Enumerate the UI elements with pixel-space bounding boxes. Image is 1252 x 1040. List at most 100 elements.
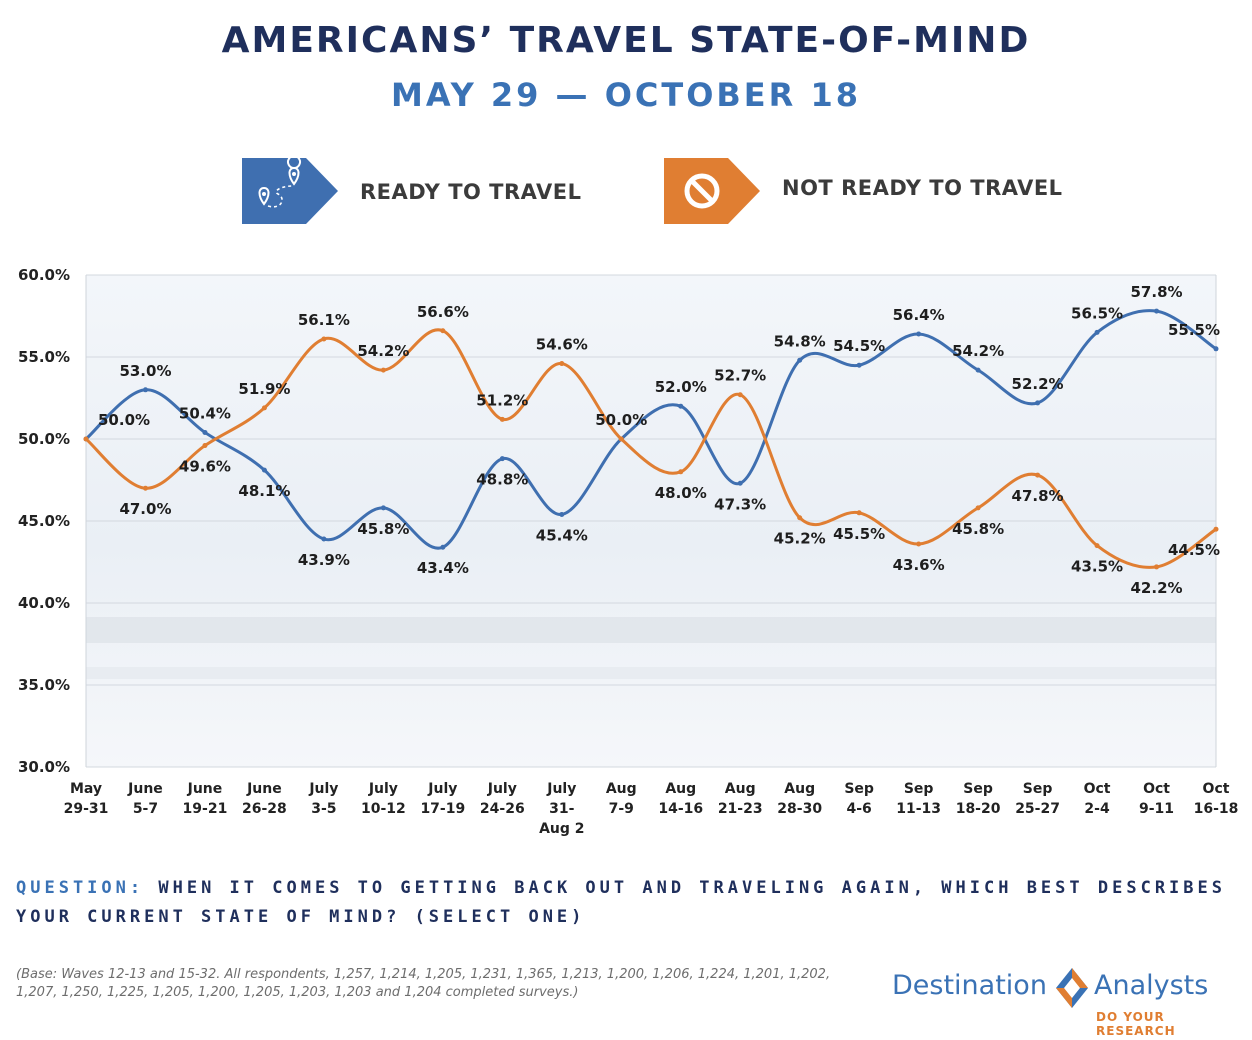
x-tick-label: May 29-31: [64, 781, 109, 817]
series-not-ready-to-travel-point: [975, 505, 981, 511]
data-label: 47.8%: [1012, 487, 1064, 505]
x-tick-label: Aug 28-30: [777, 781, 822, 817]
y-tick-label: 45.0%: [18, 512, 70, 530]
no-entry-icon: [684, 173, 720, 209]
data-label: 53.0%: [119, 362, 171, 380]
series-not-ready-to-travel-point: [440, 328, 446, 334]
logo-word-destination: Destination: [892, 970, 1047, 1001]
question-text: WHEN IT COMES TO GETTING BACK OUT AND TR…: [16, 878, 1226, 927]
data-label: 54.2%: [952, 342, 1004, 360]
x-tick-label: June 26-28: [242, 781, 287, 817]
legend-ready-label: READY TO TRAVEL: [360, 180, 582, 204]
data-label: 55.5%: [1168, 321, 1220, 339]
series-ready-to-travel-point: [380, 505, 386, 511]
series-not-ready-to-travel-point: [1094, 543, 1100, 549]
x-tick-label: Aug 21-23: [718, 781, 763, 817]
data-label: 54.6%: [536, 336, 588, 354]
logo-word-analysts: Analysts: [1094, 970, 1209, 1001]
data-label: 45.5%: [833, 525, 885, 543]
diamond-logo-icon: [1056, 968, 1088, 1008]
data-label: 57.8%: [1131, 283, 1183, 301]
data-label: 43.5%: [1071, 558, 1123, 576]
legend-not-ready-badge: [664, 158, 760, 224]
data-label: 47.0%: [119, 500, 171, 518]
data-label: 44.5%: [1168, 541, 1220, 559]
series-not-ready-to-travel-point: [916, 541, 922, 547]
legend-not-ready-label: NOT READY TO TRAVEL: [782, 176, 1063, 200]
data-label: 48.1%: [238, 482, 290, 500]
series-ready-to-travel-point: [202, 429, 208, 435]
series-ready-to-travel-point: [797, 357, 803, 363]
series-ready-to-travel-point: [559, 511, 565, 517]
series-ready-to-travel-point: [916, 331, 922, 337]
line-chart: 30.0% 35.0% 40.0% 45.0% 50.0% 55.0% 60.0% May 2…: [18, 266, 1239, 837]
series-ready-to-travel-point: [1094, 329, 1100, 335]
y-tick-label: 35.0%: [18, 676, 70, 694]
x-tick-label: July 24-26: [480, 781, 525, 817]
series-ready-to-travel-point: [1035, 400, 1041, 406]
series-not-ready-to-travel-point: [142, 485, 148, 491]
x-tick-label: Sep 4-6: [844, 781, 874, 817]
data-label: 42.2%: [1131, 579, 1183, 597]
series-ready-to-travel-point: [142, 387, 148, 393]
series-ready-to-travel-point: [440, 544, 446, 550]
x-tick-label: July 31-Aug 2: [539, 781, 584, 837]
series-not-ready-to-travel-point: [1213, 526, 1219, 532]
base-note: (Base: Waves 12-13 and 15-32. All respon…: [16, 967, 831, 1000]
legend-ready-badge: [242, 158, 338, 224]
series-ready-to-travel-point: [1213, 346, 1219, 352]
x-tick-label: Oct 2-4: [1084, 781, 1111, 817]
x-tick-label: July 10-12: [361, 781, 406, 817]
question-label: QUESTION:: [16, 878, 145, 898]
x-tick-label: Sep 18-20: [956, 781, 1001, 817]
series-not-ready-to-travel-point: [1154, 564, 1160, 570]
series-not-ready-to-travel-point: [1035, 472, 1041, 478]
backdrop-walkway: [86, 617, 1216, 643]
data-label: 49.6%: [179, 458, 231, 476]
series-not-ready-to-travel-point: [321, 336, 327, 342]
data-label: 50.0%: [98, 411, 150, 429]
series-not-ready-to-travel-point: [202, 443, 208, 449]
data-label: 45.8%: [952, 520, 1004, 538]
x-tick-label: Sep 11-13: [896, 781, 941, 817]
series-ready-to-travel-line: [84, 309, 1218, 550]
backdrop-floor-line: [86, 667, 1216, 679]
series-not-ready-to-travel-point: [678, 469, 684, 475]
data-label: 54.8%: [774, 332, 826, 350]
series-ready-to-travel-point: [321, 536, 327, 542]
series-lines: [83, 308, 1219, 570]
x-tick-label: July 3-5: [308, 781, 338, 817]
data-label: 50.4%: [179, 404, 231, 422]
y-tick-label: 60.0%: [18, 266, 70, 284]
series-ready-to-travel-point: [499, 456, 505, 462]
x-tick-label: Aug 14-16: [658, 781, 703, 817]
data-label: 56.4%: [893, 306, 945, 324]
data-label: 45.8%: [357, 520, 409, 538]
x-axis-ticks: May 29-31 June 5-7 June 19-21 June 26-28 July 3-5…: [64, 781, 1239, 837]
y-tick-label: 30.0%: [18, 758, 70, 776]
series-not-ready-to-travel-point: [856, 510, 862, 516]
series-not-ready-to-travel-point: [83, 436, 89, 442]
data-label: 51.9%: [238, 380, 290, 398]
series-not-ready-to-travel-point: [618, 436, 624, 442]
data-label: 56.6%: [417, 303, 469, 321]
x-tick-label: June 5-7: [127, 781, 163, 817]
data-label: 48.0%: [655, 484, 707, 502]
series-ready-to-travel-point: [975, 367, 981, 373]
data-label: 56.1%: [298, 311, 350, 329]
data-labels: 53.0% 50.4% 48.1% 43.9% 45.8% 43.4% 48.8% 45.4%…: [98, 283, 1220, 597]
series-not-ready-to-travel-point: [261, 405, 267, 411]
map-route-icon: [258, 158, 301, 208]
series-not-ready-to-travel-point: [737, 392, 743, 398]
data-label: 45.2%: [774, 530, 826, 548]
series-ready-to-travel-point: [856, 362, 862, 368]
data-label: 47.3%: [714, 495, 766, 513]
data-label: 52.7%: [714, 367, 766, 385]
data-label: 50.0%: [595, 411, 647, 429]
data-label: 54.2%: [357, 342, 409, 360]
survey-question: QUESTION: WHEN IT COMES TO GETTING BACK …: [16, 874, 1236, 932]
x-tick-label: Sep 25-27: [1015, 781, 1060, 817]
series-not-ready-to-travel-point: [559, 361, 565, 367]
logo-tagline: DO YOUR RESEARCH: [1096, 1010, 1176, 1038]
page-title: AMERICANS’ TRAVEL STATE-OF-MIND: [221, 20, 1031, 61]
